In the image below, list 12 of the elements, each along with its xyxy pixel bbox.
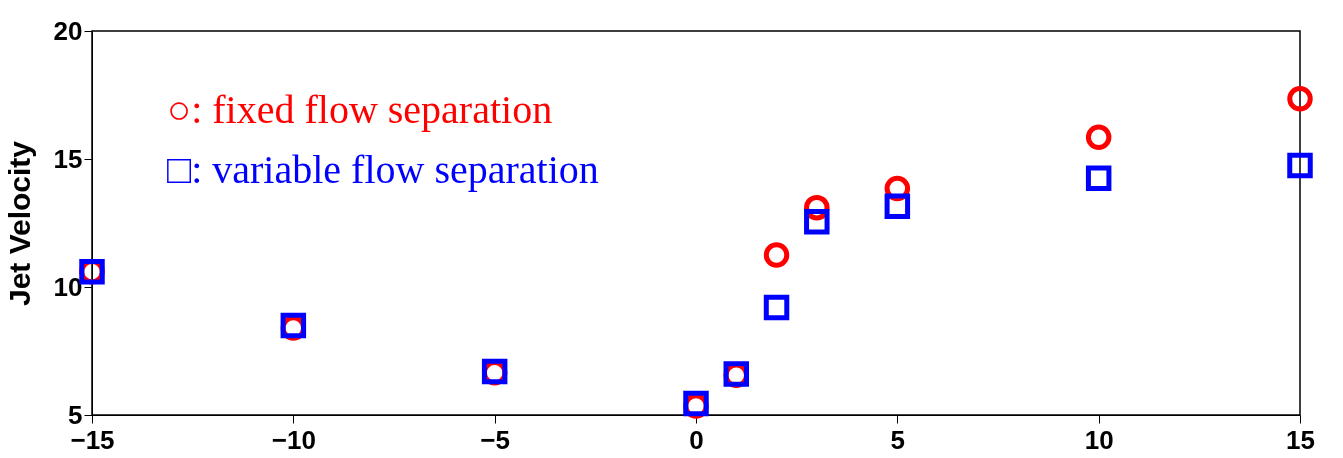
x-tick-label: 15 xyxy=(1286,424,1315,455)
y-tick-label: 15 xyxy=(53,143,83,174)
y-tick-label: 20 xyxy=(53,15,83,46)
x-tick-label: 5 xyxy=(890,424,906,455)
y-tick-label: 10 xyxy=(53,271,83,302)
text: □: variable flow separation xyxy=(167,147,599,192)
x-tick-label: 0 xyxy=(689,424,704,455)
x-tick-label: −10 xyxy=(271,424,316,455)
text: ○: fixed flow separation xyxy=(167,87,553,132)
y-axis-title: Jet Velocity xyxy=(2,140,36,307)
x-tick-label: 10 xyxy=(1084,424,1114,455)
x-tick-label: −5 xyxy=(480,424,510,455)
